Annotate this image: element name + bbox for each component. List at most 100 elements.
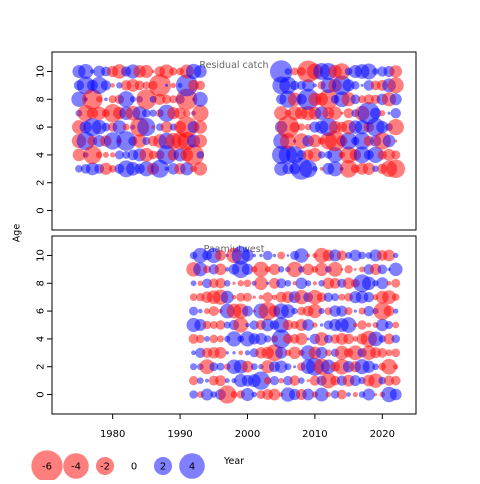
residual-bubble [385, 349, 393, 357]
residual-bubble [99, 162, 113, 175]
residual-bubble [383, 375, 395, 386]
residual-bubble [183, 109, 191, 117]
residual-bubble [289, 80, 300, 91]
residual-bubble [262, 292, 273, 303]
residual-bubble [251, 371, 271, 390]
residual-bubble [271, 329, 291, 349]
residual-bubble [205, 378, 210, 383]
residual-bubble [336, 305, 348, 317]
residual-bubble [372, 363, 379, 371]
residual-bubble [390, 108, 401, 119]
residual-bubble [382, 290, 397, 305]
residual-bubble [142, 108, 151, 118]
residual-bubble [112, 120, 127, 134]
x-axis-label: Year [223, 456, 244, 467]
residual-bubble [95, 151, 103, 159]
residual-bubble [252, 253, 256, 258]
residual-bubble [289, 121, 300, 133]
residual-bubble [244, 350, 251, 356]
residual-bubble [104, 97, 108, 102]
residual-bubble [284, 68, 292, 75]
residual-bubble [183, 144, 205, 166]
residual-bubble [324, 349, 332, 357]
residual-bubble [110, 83, 115, 88]
residual-bubble [242, 305, 253, 317]
residual-bubble [363, 291, 375, 303]
residual-bubble [271, 294, 278, 300]
residual-bubble [101, 122, 111, 132]
residual-bubble [243, 292, 252, 302]
residual-bubble [96, 96, 103, 103]
residual-bubble [389, 262, 403, 277]
residual-bubble [100, 80, 112, 91]
residual-bubble [323, 334, 333, 344]
residual-bubble [175, 74, 198, 97]
residual-bubble [382, 134, 396, 148]
residual-bubble [170, 82, 177, 89]
residual-bubble [362, 276, 376, 291]
residual-bubble [190, 280, 197, 287]
residual-bubble [230, 391, 238, 398]
residual-bubble [360, 83, 364, 87]
residual-bubble [189, 306, 199, 316]
residual-bubble [290, 67, 299, 76]
residual-bubble [108, 95, 117, 104]
residual-bubble [358, 95, 367, 104]
y-tick-label: 8 [36, 96, 47, 102]
residual-bubble [301, 79, 315, 92]
residual-bubble [142, 81, 151, 90]
residual-bubble [286, 254, 290, 257]
residual-bubble [363, 80, 375, 91]
residual-bubble [312, 83, 317, 88]
residual-bubble [391, 150, 401, 160]
y-tick-label: 4 [36, 336, 47, 342]
residual-bubble [272, 253, 277, 258]
residual-bubble [277, 251, 286, 260]
residual-bubble [367, 146, 384, 164]
residual-bubble [122, 123, 130, 131]
residual-bubble [215, 375, 226, 387]
residual-bubble [317, 151, 326, 159]
residual-bubble [383, 305, 395, 317]
residual-bubble [196, 151, 205, 159]
residual-bubble [269, 376, 280, 386]
bubble-group [71, 60, 406, 180]
residual-bubble [194, 319, 207, 331]
x-tick-label: 1990 [167, 429, 192, 440]
residual-bubble [378, 376, 387, 385]
legend-bubble [179, 453, 205, 479]
residual-bubble [208, 306, 219, 317]
residual-bubble [336, 389, 347, 400]
bubble-group [186, 246, 403, 404]
residual-bubble [344, 265, 353, 274]
residual-bubble [198, 308, 203, 314]
residual-bubble [381, 358, 397, 375]
residual-bubble [353, 309, 357, 313]
residual-bubble [340, 317, 357, 333]
residual-bubble [338, 293, 346, 301]
residual-bubble [346, 392, 351, 397]
residual-bubble [389, 388, 402, 401]
residual-bubble [323, 292, 334, 302]
residual-bubble [188, 333, 199, 344]
residual-bubble [299, 159, 318, 178]
residual-bubble [327, 161, 343, 177]
residual-bubble [360, 63, 377, 80]
residual-bubble [314, 332, 329, 346]
residual-bubble [193, 161, 208, 176]
residual-bubble [191, 350, 197, 356]
residual-bubble [306, 337, 310, 341]
legend: -6 -4 -2 0 2 4 [31, 450, 205, 482]
residual-bubble [281, 304, 295, 318]
residual-bubble [343, 333, 354, 345]
residual-bubble [394, 139, 398, 143]
residual-bubble [391, 334, 401, 344]
legend-label: -4 [71, 462, 81, 473]
y-tick-label: 6 [36, 308, 47, 314]
residual-bubble [334, 345, 349, 360]
residual-bubble [377, 264, 388, 275]
residual-bubble [151, 125, 155, 129]
residual-bubble [339, 160, 358, 178]
x-tick-label: 2000 [235, 429, 260, 440]
